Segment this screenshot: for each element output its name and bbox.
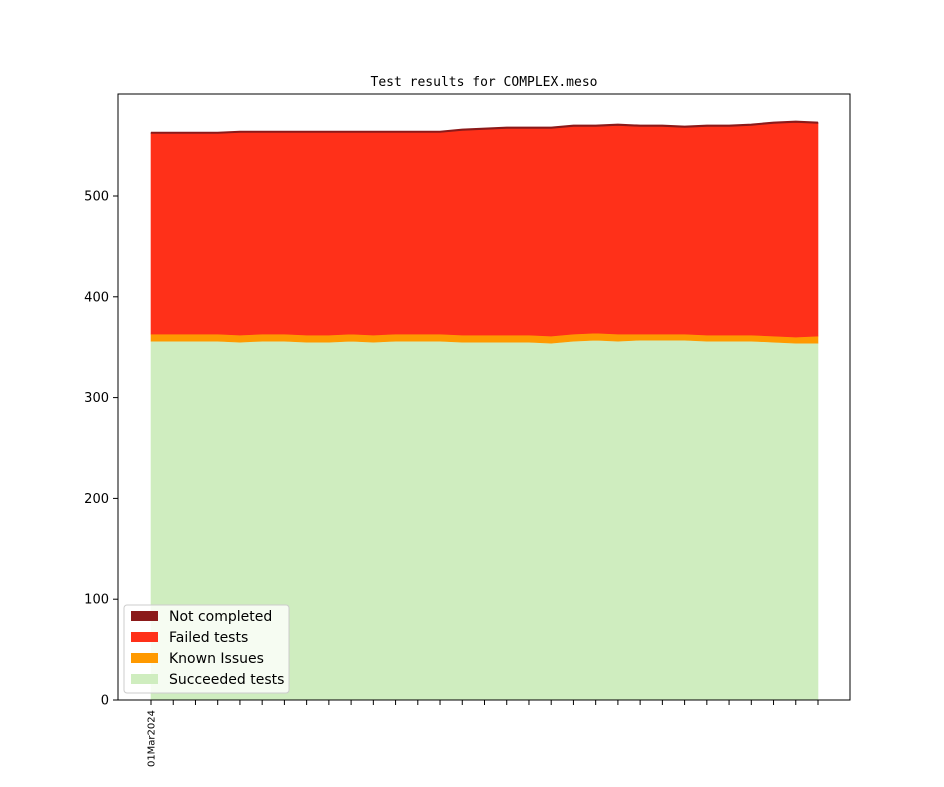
legend: Not completed Failed tests Known Issues Suc… [123, 604, 290, 694]
area-failed-tests [150, 122, 819, 338]
legend-box [123, 604, 290, 694]
y-tick-label: 400 [84, 290, 109, 305]
y-tick-label: 500 [84, 190, 109, 205]
legend-label-failed-tests: Failed tests [169, 630, 248, 646]
legend-swatch-failed-tests [131, 632, 158, 642]
y-tick-label: 200 [84, 492, 109, 507]
line-not-completed-top [151, 120, 819, 134]
legend-label-known-issues: Known Issues [169, 651, 264, 667]
legend-swatch-known-issues [131, 653, 158, 663]
not-completed-top-line [151, 120, 819, 134]
legend-label-succeeded-tests: Succeeded tests [169, 672, 284, 688]
y-tick-label: 100 [84, 593, 109, 608]
y-tick-label: 300 [84, 391, 109, 406]
y-tick-label: 0 [101, 694, 109, 709]
y-axis: 0 100 200 300 400 500 [84, 190, 118, 709]
legend-label-not-completed: Not completed [169, 609, 272, 625]
legend-swatch-succeeded-tests [131, 674, 158, 684]
area-layers [150, 121, 819, 701]
legend-swatch-not-completed [131, 611, 158, 621]
x-axis: 01Mar2024 [147, 700, 819, 767]
x-tick-label: 01Mar2024 [147, 710, 158, 767]
chart-title: Test results for COMPLEX.meso [371, 75, 598, 90]
